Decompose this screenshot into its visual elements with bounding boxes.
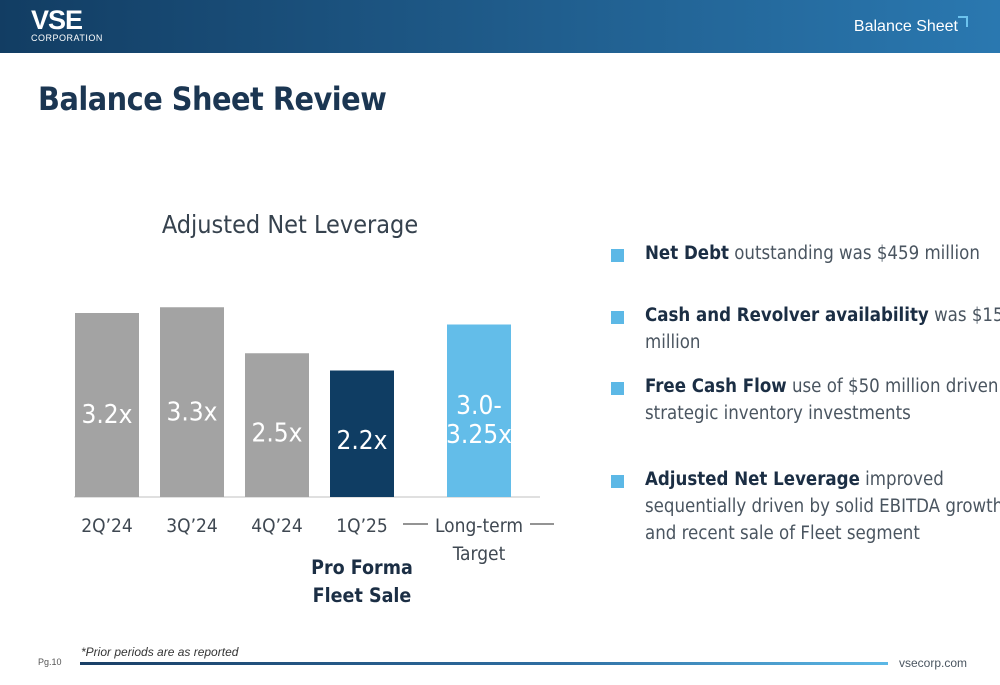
company-logo[interactable]: VSE CORPORATION bbox=[31, 5, 103, 44]
bar-0 bbox=[75, 313, 139, 497]
bar-value-label-0: 3.2x bbox=[81, 400, 132, 430]
footnote: *Prior periods are as reported bbox=[81, 645, 239, 659]
bullet-item: Adjusted Net Leverage improved sequentia… bbox=[610, 466, 1000, 547]
annotation-pro-forma-0: Pro Forma bbox=[311, 556, 413, 579]
annotation-pro-forma-1: Fleet Sale bbox=[313, 584, 412, 607]
section-label: Balance Sheet bbox=[853, 18, 958, 35]
category-label-4-1: Target bbox=[452, 543, 506, 565]
header-bar: VSE CORPORATION Balance Sheet bbox=[0, 0, 1000, 53]
category-label-3: 1Q’25 bbox=[336, 515, 388, 537]
category-label-0: 2Q’24 bbox=[81, 515, 133, 537]
category-label-2: 4Q’24 bbox=[251, 515, 303, 537]
bar-2 bbox=[245, 353, 309, 497]
chart-title: Adjusted Net Leverage bbox=[161, 210, 419, 239]
corner-bracket-icon bbox=[958, 16, 968, 27]
bullet-heading: Cash and Revolver availability bbox=[645, 305, 929, 326]
bar-value-label-1: 3.3x bbox=[166, 398, 217, 428]
bar-value-label-2: 2.5x bbox=[251, 418, 302, 448]
square-bullet-icon bbox=[611, 475, 624, 488]
bullet-text: improved sequentially driven by solid EB… bbox=[645, 469, 1000, 544]
bullet-item: Cash and Revolver availability was $158 … bbox=[610, 302, 1000, 356]
logo-subtext: CORPORATION bbox=[31, 33, 103, 43]
bullet-text: outstanding was $459 million bbox=[728, 243, 980, 264]
category-label-1: 3Q’24 bbox=[166, 515, 218, 537]
bullet-heading: Free Cash Flow bbox=[645, 376, 787, 397]
bar-value-label-3: 2.2x bbox=[336, 426, 387, 456]
bar-1 bbox=[160, 307, 224, 497]
bar-value-label-4-1: 3.25x bbox=[446, 420, 512, 450]
page-number: Pg.10 bbox=[38, 657, 62, 667]
bullet-text: use of $50 million driven by strategic i… bbox=[645, 376, 1000, 424]
website-link[interactable]: vsecorp.com bbox=[898, 656, 967, 670]
square-bullet-icon bbox=[611, 311, 624, 324]
bar-value-label-4-0: 3.0- bbox=[456, 391, 502, 421]
logo-text: VSE bbox=[31, 5, 83, 35]
bar-4 bbox=[447, 324, 511, 497]
footer-divider bbox=[80, 662, 888, 665]
square-bullet-icon bbox=[611, 249, 624, 262]
square-bullet-icon bbox=[611, 382, 624, 395]
bullet-heading: Net Debt bbox=[645, 243, 729, 264]
bullet-text: was $158 million bbox=[645, 305, 1000, 353]
leverage-bar-chart: 3.2x 2Q’24 3.3x 3Q’24 2.5x 4Q’24 2.2x 1Q’25 3.0-… bbox=[74, 307, 554, 607]
bullet-heading: Adjusted Net Leverage bbox=[645, 469, 860, 490]
bullet-item: Net Debt outstanding was $459 million bbox=[610, 240, 1000, 267]
bar-3 bbox=[330, 370, 394, 497]
bullet-item: Free Cash Flow use of $50 million driven… bbox=[610, 373, 1000, 427]
page-title: Balance Sheet Review bbox=[38, 80, 387, 118]
category-label-4-0: Long-term bbox=[435, 515, 523, 537]
